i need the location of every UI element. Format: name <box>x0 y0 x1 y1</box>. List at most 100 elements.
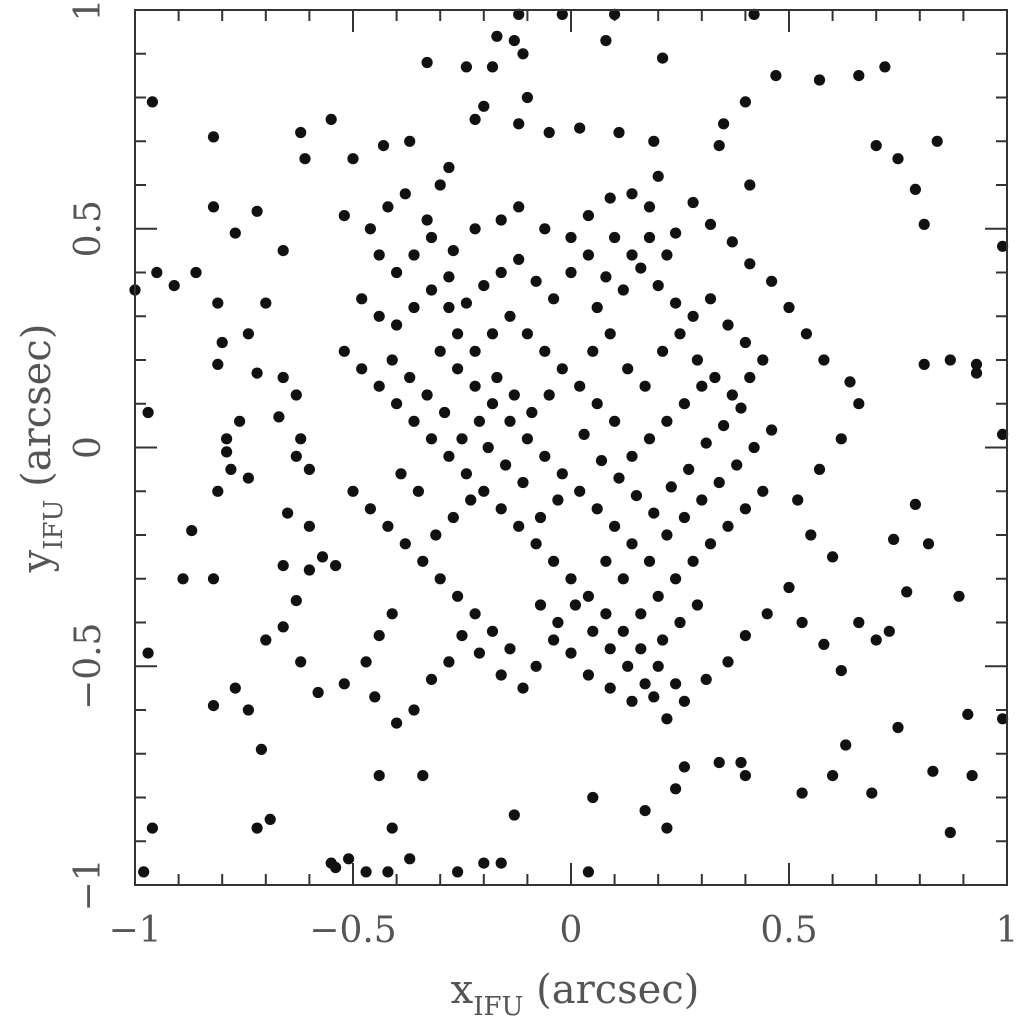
scatter-point <box>739 630 752 642</box>
scatter-point <box>343 853 355 865</box>
scatter-point <box>609 415 621 427</box>
scatter-point <box>391 717 403 729</box>
scatter-point <box>844 376 856 388</box>
scatter-point <box>748 441 760 454</box>
scatter-point <box>386 354 398 366</box>
scatter-point <box>670 783 682 795</box>
scatter-point <box>678 398 691 410</box>
scatter-point <box>295 126 307 139</box>
scatter-point <box>251 822 263 834</box>
scatter-point <box>534 511 547 524</box>
scatter-point <box>543 126 555 139</box>
scatter-point <box>347 153 359 165</box>
scatter-point <box>652 660 664 672</box>
scatter-point <box>417 555 429 567</box>
scatter-point <box>495 214 507 226</box>
scatter-point <box>835 433 847 445</box>
scatter-point <box>556 468 568 480</box>
scatter-point <box>260 297 272 309</box>
scatter-point <box>800 328 813 340</box>
scatter-point <box>465 494 477 506</box>
scatter-point <box>683 463 695 475</box>
scatter-point <box>604 643 616 655</box>
scatter-point <box>212 297 224 309</box>
scatter-point <box>491 30 503 42</box>
scatter-point <box>687 310 699 322</box>
y-tick-labels: −1 −0.5 0 0.5 1 <box>68 0 109 912</box>
scatter-point <box>604 682 616 694</box>
scatter-point <box>391 319 403 331</box>
scatter-point <box>639 805 651 817</box>
scatter-point <box>373 770 385 782</box>
scatter-point <box>242 472 254 484</box>
scatter-point <box>277 560 289 572</box>
scatter-point <box>207 131 220 143</box>
scatter-point <box>513 118 525 130</box>
scatter-point <box>330 560 342 572</box>
scatter-point <box>997 713 1009 725</box>
scatter-point <box>813 74 826 86</box>
x-tick-label: 1 <box>996 910 1019 951</box>
scatter-point <box>970 367 983 379</box>
scatter-point <box>626 188 638 200</box>
scatter-point <box>661 713 673 725</box>
scatter-point <box>892 721 904 734</box>
scatter-point <box>556 8 568 20</box>
scatter-point <box>417 770 429 782</box>
scatter-point <box>404 135 416 147</box>
scatter-point <box>744 371 756 384</box>
scatter-point <box>766 275 778 287</box>
scatter-point <box>151 266 163 279</box>
scatter-point <box>582 249 595 261</box>
scatter-point <box>700 437 712 449</box>
scatter-point <box>548 634 560 646</box>
scatter-point <box>330 861 342 874</box>
scatter-point <box>513 520 525 532</box>
scatter-point <box>670 227 682 239</box>
scatter-point <box>273 411 285 423</box>
scatter-point <box>460 468 472 480</box>
x-tick-label: 0.5 <box>760 910 817 951</box>
scatter-point <box>648 691 660 703</box>
scatter-point <box>425 433 438 445</box>
scatter-point <box>513 8 525 20</box>
scatter-point <box>229 682 241 694</box>
scatter-point <box>595 455 608 467</box>
scatter-point <box>901 586 913 598</box>
scatter-point <box>508 35 520 47</box>
scatter-point <box>377 140 390 152</box>
scatter-point <box>408 301 420 314</box>
scatter-point <box>552 616 564 629</box>
scatter-point <box>687 196 699 209</box>
scatter-point <box>622 363 634 375</box>
scatter-point <box>626 538 638 550</box>
scatter-point <box>609 8 621 20</box>
scatter-point <box>652 170 664 182</box>
scatter-point <box>879 61 891 73</box>
scatter-point <box>770 70 782 82</box>
scatter-point <box>918 218 930 230</box>
scatter-point <box>870 140 882 152</box>
scatter-point <box>539 345 551 357</box>
scatter-point <box>391 266 403 279</box>
scatter-point <box>630 490 643 502</box>
scatter-point <box>735 402 747 414</box>
scatter-point <box>587 345 599 357</box>
scatter-point <box>670 573 682 585</box>
scatter-point <box>142 647 154 659</box>
scatter-point <box>277 621 289 633</box>
scatter-point <box>966 770 978 782</box>
scatter-point <box>665 481 677 493</box>
scatter-point <box>739 770 752 782</box>
scatter-point <box>430 529 442 541</box>
scatter-point <box>853 70 865 82</box>
scatter-point <box>404 371 416 384</box>
scatter-point <box>661 249 673 261</box>
scatter-point <box>722 656 734 668</box>
scatter-point <box>177 573 189 585</box>
x-tick-labels: −1 −0.5 0 0.5 1 <box>108 910 1018 951</box>
scatter-point <box>290 450 302 462</box>
scatter-point <box>443 271 455 283</box>
scatter-point <box>186 525 198 537</box>
scatter-point <box>282 507 294 519</box>
